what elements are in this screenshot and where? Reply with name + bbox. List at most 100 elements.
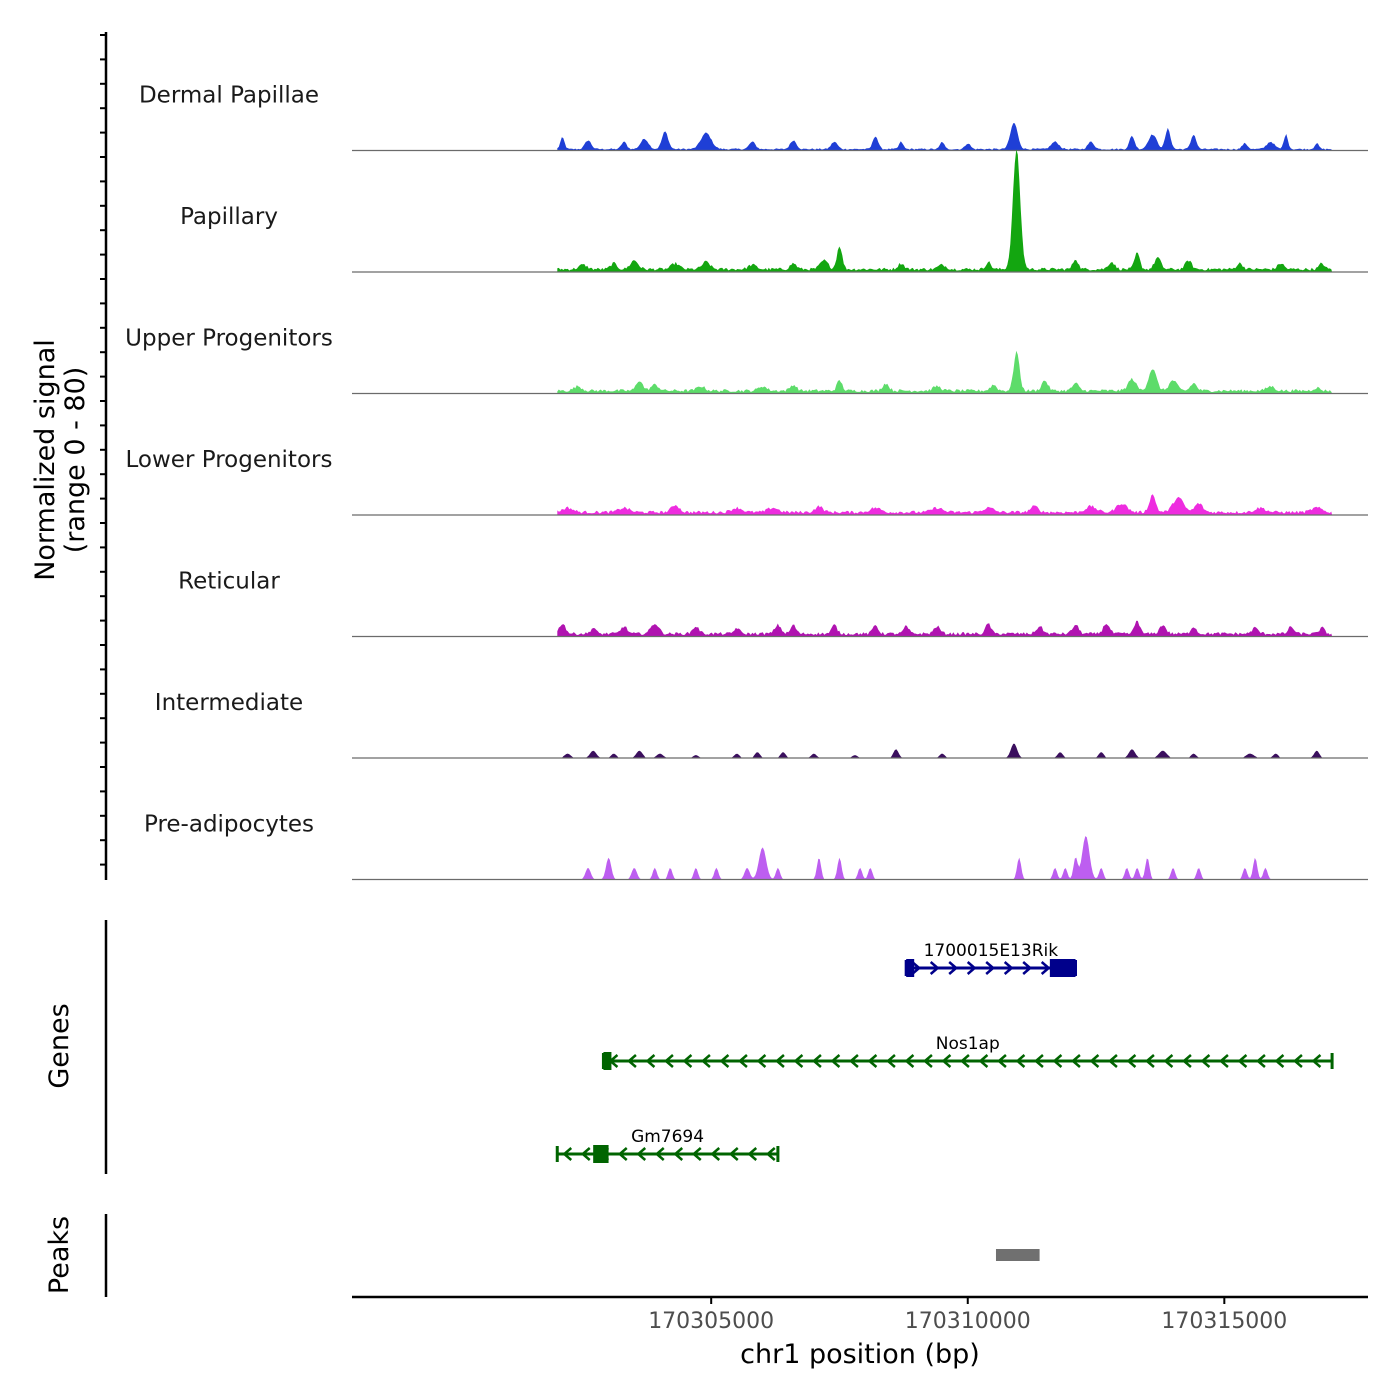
strand-arrow	[941, 1054, 952, 1068]
track-signal-area	[557, 620, 1333, 637]
track-label: Pre-adipocytes	[144, 812, 314, 838]
strand-arrow	[1022, 961, 1033, 975]
track-signal-area	[557, 149, 1333, 272]
track-signal-area	[557, 350, 1333, 394]
strand-arrow	[1256, 1054, 1266, 1068]
strand-arrow	[867, 1054, 878, 1068]
strand-arrow	[1108, 1054, 1118, 1068]
peak-region	[995, 1249, 1040, 1261]
gene-name-label: 1700015E13Rik	[924, 941, 1059, 961]
strand-arrow	[1274, 1054, 1285, 1068]
strand-arrow	[775, 1054, 785, 1068]
x-tick-label: 170305000	[648, 1309, 774, 1334]
strand-arrow	[1126, 1054, 1137, 1068]
strand-arrow	[1089, 1054, 1100, 1068]
x-axis-ticks: 170305000 170310000 170315000	[648, 1297, 1287, 1334]
x-tick-label: 170310000	[905, 1309, 1031, 1334]
peaks-label: Peaks	[44, 1216, 75, 1294]
peak-regions	[995, 1249, 1040, 1261]
strand-arrow	[985, 961, 996, 975]
track-reticular: Reticular	[178, 569, 1368, 638]
gene-1700015e13rik: 1700015E13Rik	[904, 941, 1078, 977]
strand-arrow	[1003, 961, 1014, 975]
gene-annotations: 1700015E13Rik Nos1ap Gm7694	[555, 941, 1334, 1163]
track-signal-area	[557, 743, 1333, 758]
strand-arrow	[627, 1054, 637, 1068]
genes-label: Genes	[44, 1003, 75, 1088]
y-axis-title-line1: Normalized signal	[30, 339, 61, 581]
strand-arrow	[1293, 1054, 1303, 1068]
strand-arrow	[1219, 1054, 1229, 1068]
strand-arrow	[645, 1054, 656, 1068]
strand-arrow	[966, 961, 977, 975]
strand-arrow	[1052, 1054, 1063, 1068]
y-axis-title-line2: (range 0 - 80)	[60, 367, 91, 554]
x-tick-label: 170315000	[1161, 1309, 1287, 1334]
strand-arrow	[948, 961, 959, 975]
strand-arrow	[738, 1054, 748, 1068]
strand-arrow	[1015, 1054, 1026, 1068]
strand-arrow	[1163, 1054, 1174, 1068]
track-signal-area	[557, 836, 1333, 880]
strand-arrow	[1311, 1054, 1322, 1068]
strand-arrow	[673, 1147, 684, 1161]
strand-arrow	[1145, 1054, 1155, 1068]
gene-exon	[593, 1145, 609, 1163]
strand-arrow	[654, 1147, 665, 1161]
track-pre-adipocytes: Pre-adipocytes	[144, 812, 1368, 881]
track-label: Reticular	[178, 569, 280, 595]
strand-arrow	[886, 1054, 896, 1068]
strand-arrow	[756, 1054, 767, 1068]
gene-name-label: Gm7694	[631, 1127, 704, 1147]
track-label: Papillary	[180, 204, 278, 230]
track-lower-progenitors: Lower Progenitors	[126, 447, 1368, 516]
strand-arrow	[911, 961, 922, 975]
track-dermal-papillae: Dermal Papillae	[139, 83, 1368, 152]
track-label: Lower Progenitors	[126, 447, 333, 473]
strand-arrow	[691, 1147, 702, 1161]
strand-arrow	[1040, 961, 1051, 975]
coverage-tracks: Dermal Papillae Papillary Upper Progenitor…	[125, 83, 1368, 881]
strand-arrow	[664, 1054, 674, 1068]
strand-arrow	[728, 1147, 739, 1161]
strand-arrow	[701, 1054, 711, 1068]
strand-arrow	[580, 1147, 591, 1161]
strand-arrow	[747, 1147, 758, 1161]
track-papillary: Papillary	[180, 149, 1368, 273]
strand-arrow	[929, 961, 940, 975]
track-upper-progenitors: Upper Progenitors	[125, 326, 1368, 395]
track-intermediate: Intermediate	[155, 690, 1368, 759]
track-signal-area	[557, 494, 1333, 515]
gene-exon	[1049, 959, 1076, 977]
strand-arrow	[923, 1054, 933, 1068]
strand-arrow	[997, 1054, 1007, 1068]
strand-arrow	[849, 1054, 859, 1068]
strand-arrow	[793, 1054, 804, 1068]
strand-arrow	[812, 1054, 822, 1068]
strand-arrow	[636, 1147, 647, 1161]
gene-exon	[906, 959, 915, 977]
strand-arrow	[1071, 1054, 1081, 1068]
strand-arrow	[719, 1054, 730, 1068]
strand-arrow	[978, 1054, 989, 1068]
track-signal-area	[557, 123, 1333, 151]
strand-arrow	[765, 1147, 776, 1161]
strand-arrow	[562, 1147, 573, 1161]
track-label: Intermediate	[155, 690, 303, 716]
strand-arrow	[1034, 1054, 1044, 1068]
strand-arrow	[904, 1054, 915, 1068]
strand-arrow	[682, 1054, 693, 1068]
gene-gm7694: Gm7694	[555, 1127, 780, 1163]
strand-arrow	[960, 1054, 970, 1068]
gene-name-label: Nos1ap	[936, 1034, 1000, 1054]
strand-arrow	[1237, 1054, 1248, 1068]
track-label: Dermal Papillae	[139, 83, 319, 109]
strand-arrow	[710, 1147, 721, 1161]
strand-arrow	[617, 1147, 628, 1161]
x-axis-title: chr1 position (bp)	[740, 1339, 980, 1370]
strand-arrow	[1200, 1054, 1211, 1068]
track-label: Upper Progenitors	[125, 326, 333, 352]
coverage-y-ticks	[100, 34, 106, 866]
strand-arrow	[830, 1054, 841, 1068]
